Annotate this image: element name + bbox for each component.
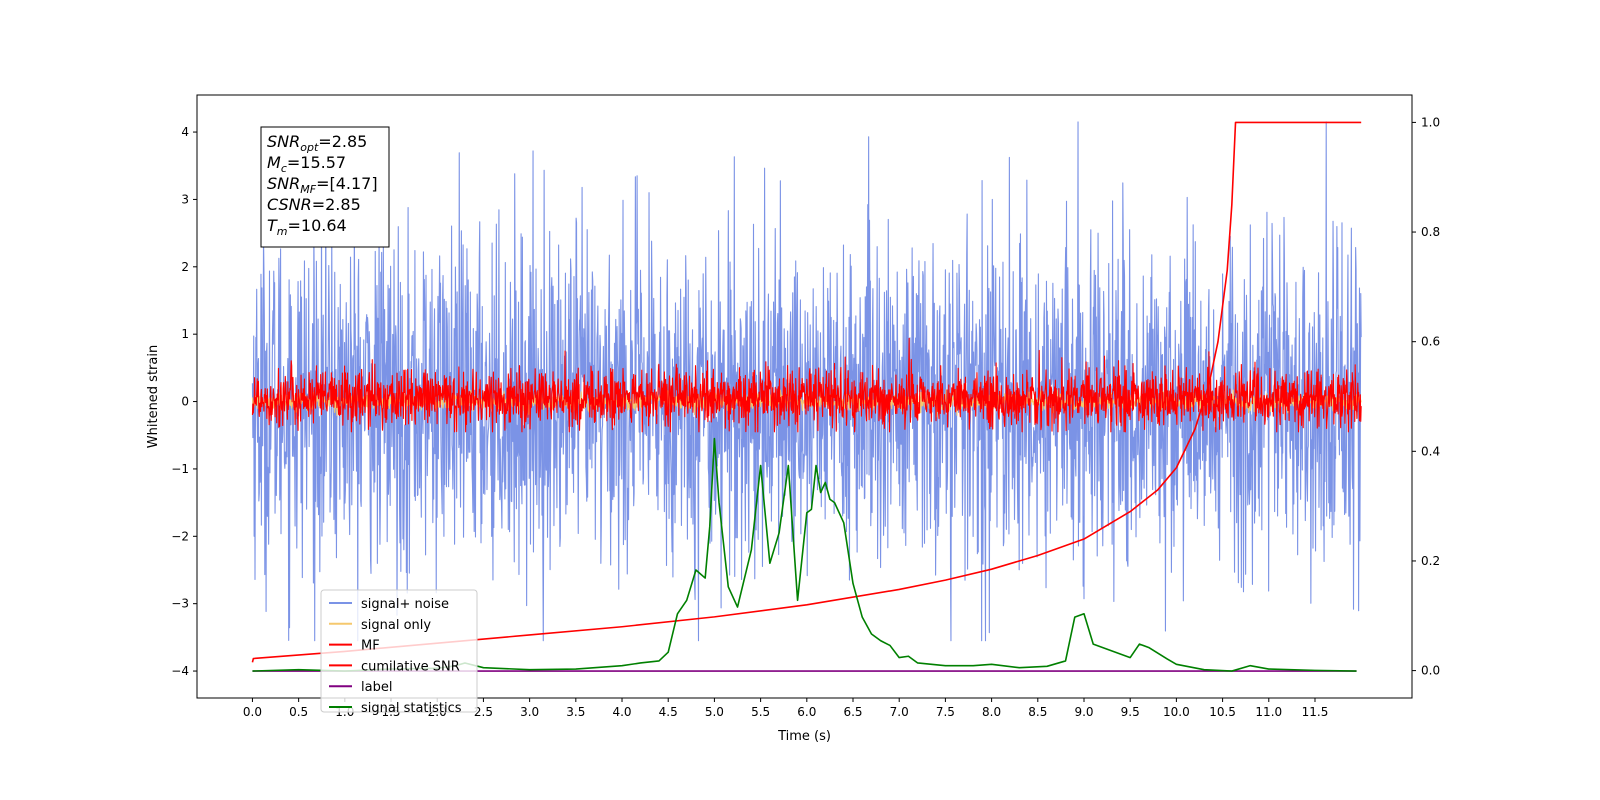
annotation-line: CSNR=2.85 [267,195,361,214]
y-axis-label: Whitened strain [146,345,161,448]
x-tick-label: 5.5 [751,705,770,719]
legend-entry: cumilative SNR [361,659,460,674]
annotation-line: SNRMF=[4.17] [267,174,378,196]
x-tick-label: 7.0 [890,705,909,719]
x-tick-label: 6.5 [843,705,862,719]
y-tick-label: 1 [181,327,189,341]
x-tick-label: 8.5 [1028,705,1047,719]
annotation-line: Mc=15.57 [267,153,346,175]
x-tick-label: 4.0 [612,705,631,719]
annotation-line: Tm=10.64 [267,216,347,238]
legend-frame [320,589,478,713]
y-right-tick-label: 0.2 [1421,554,1440,568]
legend: signal+ noise signal only MF cumilative SNR… [320,589,478,716]
y-tick-label: −4 [171,664,189,678]
x-tick-label: 10.5 [1209,705,1236,719]
y-right-tick-label: 0.0 [1421,664,1440,678]
y-tick-label: −1 [171,462,189,476]
y-tick-label: −3 [171,597,189,611]
x-tick-label: 11.0 [1255,705,1282,719]
x-tick-label: 8.0 [982,705,1001,719]
y-axis-left: 4 3 2 1 0 −1 −2 −3 −4 [171,125,197,678]
x-tick-label: 3.0 [520,705,539,719]
y-right-tick-label: 0.8 [1421,225,1440,239]
x-axis-label: Time (s) [777,729,831,744]
line-signal-noise [251,121,1362,642]
x-tick-label: 10.0 [1163,705,1190,719]
y-axis-right: 1.0 0.8 0.6 0.4 0.2 0.0 [1412,115,1440,678]
x-tick-label: 7.5 [936,705,955,719]
x-tick-label: 9.5 [1121,705,1140,719]
legend-entry: signal+ noise [361,597,449,612]
legend-entry: MF [361,639,380,654]
annotation-frame [260,126,390,248]
y-tick-label: −2 [171,529,189,543]
x-tick-label: 0.5 [289,705,308,719]
y-right-tick-label: 0.6 [1421,335,1440,349]
line-signal-statistics [252,437,1357,672]
x-tick-label: 3.5 [566,705,585,719]
y-tick-label: 2 [181,260,189,274]
series-signal-noise [251,121,1362,642]
legend-entry: signal statistics [361,701,462,716]
x-tick-label: 0.0 [243,705,262,719]
line-cumilative-snr [251,121,1362,663]
series-mf [251,337,1362,433]
x-tick-label: 4.5 [659,705,678,719]
annotation-box: SNRopt=2.85Mc=15.57SNRMF=[4.17]CSNR=2.85… [260,126,390,248]
y-tick-label: 3 [181,192,189,206]
y-tick-label: 0 [181,395,189,409]
x-tick-label: 6.0 [797,705,816,719]
x-tick-label: 2.5 [474,705,493,719]
line-mf [251,337,1362,433]
y-tick-label: 4 [181,125,189,139]
y-right-tick-label: 1.0 [1421,115,1440,129]
x-tick-label: 9.0 [1074,705,1093,719]
series-signal-statistics [252,437,1357,672]
legend-entry: signal only [361,618,431,633]
x-tick-label: 5.0 [705,705,724,719]
plot-frame [196,94,1413,699]
x-tick-label: 11.5 [1302,705,1329,719]
series-cumilative-snr [251,121,1362,663]
legend-entry: label [361,680,392,695]
annotation-line: SNRopt=2.85 [267,132,367,154]
y-right-tick-label: 0.4 [1421,444,1440,458]
